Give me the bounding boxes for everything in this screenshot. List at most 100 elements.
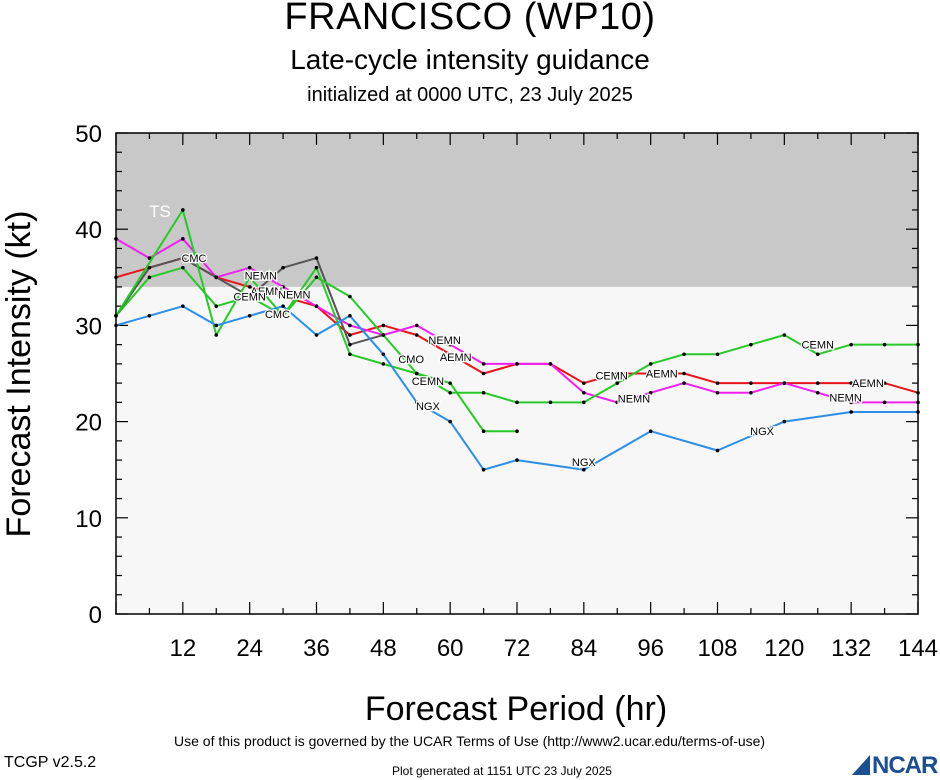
series-aemn-point — [582, 381, 586, 385]
series-cemn-point — [648, 362, 653, 366]
series-cemn-point — [481, 390, 486, 395]
series-ngx-label: NGX — [750, 426, 775, 438]
series-cemn-point — [815, 352, 820, 357]
ncar-logo-text: NCAR — [872, 752, 938, 779]
series-nemn-point — [882, 400, 887, 405]
x-axis-label: Forecast Period (hr) — [365, 690, 667, 728]
series-cmo-point — [314, 275, 319, 280]
series-aemn-label: AEMN — [250, 286, 282, 298]
series-cmc-point — [147, 265, 152, 270]
series-cmc-point — [314, 256, 319, 260]
series-aemn-point — [749, 381, 753, 385]
series-cmc-point — [181, 256, 185, 260]
series-cemn-point — [548, 400, 553, 405]
series-aemn-point — [615, 371, 620, 376]
x-tick-label: 60 — [437, 635, 464, 662]
series-ngx-point — [214, 323, 219, 328]
chart-subtitle: Late-cycle intensity guidance — [290, 44, 650, 75]
series-nemn-label: NEMN — [428, 335, 460, 347]
series-cmc-point — [281, 265, 285, 270]
series-nemn-point — [849, 400, 853, 405]
series-aemn-point — [448, 352, 452, 357]
series-cmo-point — [348, 294, 352, 299]
x-tick-label: 144 — [898, 635, 938, 662]
series-nemn-point — [147, 256, 152, 260]
series-ngx-point — [414, 400, 419, 405]
series-cemn-point — [147, 275, 152, 280]
series-cemn-point — [882, 342, 887, 347]
series-nemn-point — [414, 323, 419, 328]
series-ngx-point — [782, 419, 787, 424]
series-ngx-point — [448, 419, 452, 424]
series-aemn-point — [715, 381, 720, 385]
series-cemn-point — [582, 400, 586, 405]
series-aemn-point — [348, 333, 352, 337]
intensity-bands: TS — [116, 133, 918, 614]
series-cemn-point — [849, 342, 853, 347]
band-label: TS — [149, 202, 171, 221]
ncar-logo: NCAR — [852, 752, 938, 780]
series-cemn-point — [782, 333, 787, 337]
version-label: TCGP v2.5.2 — [4, 754, 97, 771]
series-aemn-point — [882, 381, 887, 385]
series-aemn-label: AEMN — [852, 378, 884, 390]
series-cmc-point — [348, 342, 352, 347]
series-cemn-point — [715, 352, 720, 357]
series-ngx-point — [314, 333, 319, 337]
series-ngx-point — [147, 313, 152, 318]
series-aemn-point — [815, 381, 820, 385]
y-tick-label: 20 — [75, 410, 102, 437]
series-ngx-point — [515, 458, 519, 462]
y-tick-label: 30 — [75, 313, 102, 340]
x-tick-label: 132 — [831, 635, 871, 662]
series-cemn-label: CEMN — [412, 376, 444, 388]
series-nemn-point — [181, 237, 185, 241]
series-aemn-point — [381, 323, 386, 328]
axis-tick-labels: 12 24 36 48 60 72 84 96 108 120 132 144 0 10 20 30 40 50 — [75, 121, 938, 662]
x-tick-label: 84 — [570, 635, 597, 662]
y-tick-label: 10 — [75, 506, 102, 533]
series-cmo-label: CMO — [398, 354, 424, 366]
series-ngx-point — [381, 352, 386, 357]
series-nemn-point — [548, 362, 553, 366]
x-tick-label: 120 — [764, 635, 804, 662]
series-cmc-label: CMC — [265, 309, 290, 321]
series-ngx-point — [849, 410, 853, 414]
series-cmc-point — [247, 294, 252, 299]
series-nemn-point — [782, 381, 787, 385]
series-aemn-point — [247, 285, 252, 289]
series-cemn-point — [348, 352, 352, 357]
series-aemn-point — [682, 371, 686, 376]
series-cemn-point — [381, 362, 386, 366]
series-ngx-label: NGX — [572, 457, 597, 469]
x-tick-label: 108 — [697, 635, 737, 662]
series-cemn-label: CEMN — [802, 340, 834, 352]
series-ngx-point — [247, 313, 252, 318]
x-tick-label: 12 — [169, 635, 196, 662]
y-axis-label: Forecast Intensity (kt) — [0, 211, 38, 538]
series-cmo-point — [448, 381, 452, 385]
series-nemn-point — [749, 390, 753, 395]
series-aemn-point — [281, 294, 285, 299]
series-nemn-point — [615, 400, 620, 405]
series-cemn-point — [615, 381, 620, 385]
series-nemn-point — [281, 285, 285, 289]
x-tick-label: 96 — [637, 635, 664, 662]
x-tick-label: 24 — [236, 635, 263, 662]
series-aemn-label: AEMN — [646, 369, 678, 381]
series-cmo-point — [481, 429, 486, 434]
generated-time: Plot generated at 1151 UTC 23 July 2025 — [392, 764, 612, 778]
series-aemn-point — [414, 333, 419, 337]
series-nemn-point — [715, 390, 720, 395]
plot-frame — [115, 132, 919, 615]
series-ngx-point — [582, 467, 586, 472]
series-cemn-point — [214, 304, 219, 308]
series-ngx-point — [648, 429, 653, 434]
series-nemn-point — [815, 390, 820, 395]
initialized-time: initialized at 0000 UTC, 23 July 2025 — [307, 84, 633, 106]
x-tick-label: 72 — [504, 635, 531, 662]
series-cmo-point — [515, 429, 519, 434]
x-tick-label: 36 — [303, 635, 330, 662]
